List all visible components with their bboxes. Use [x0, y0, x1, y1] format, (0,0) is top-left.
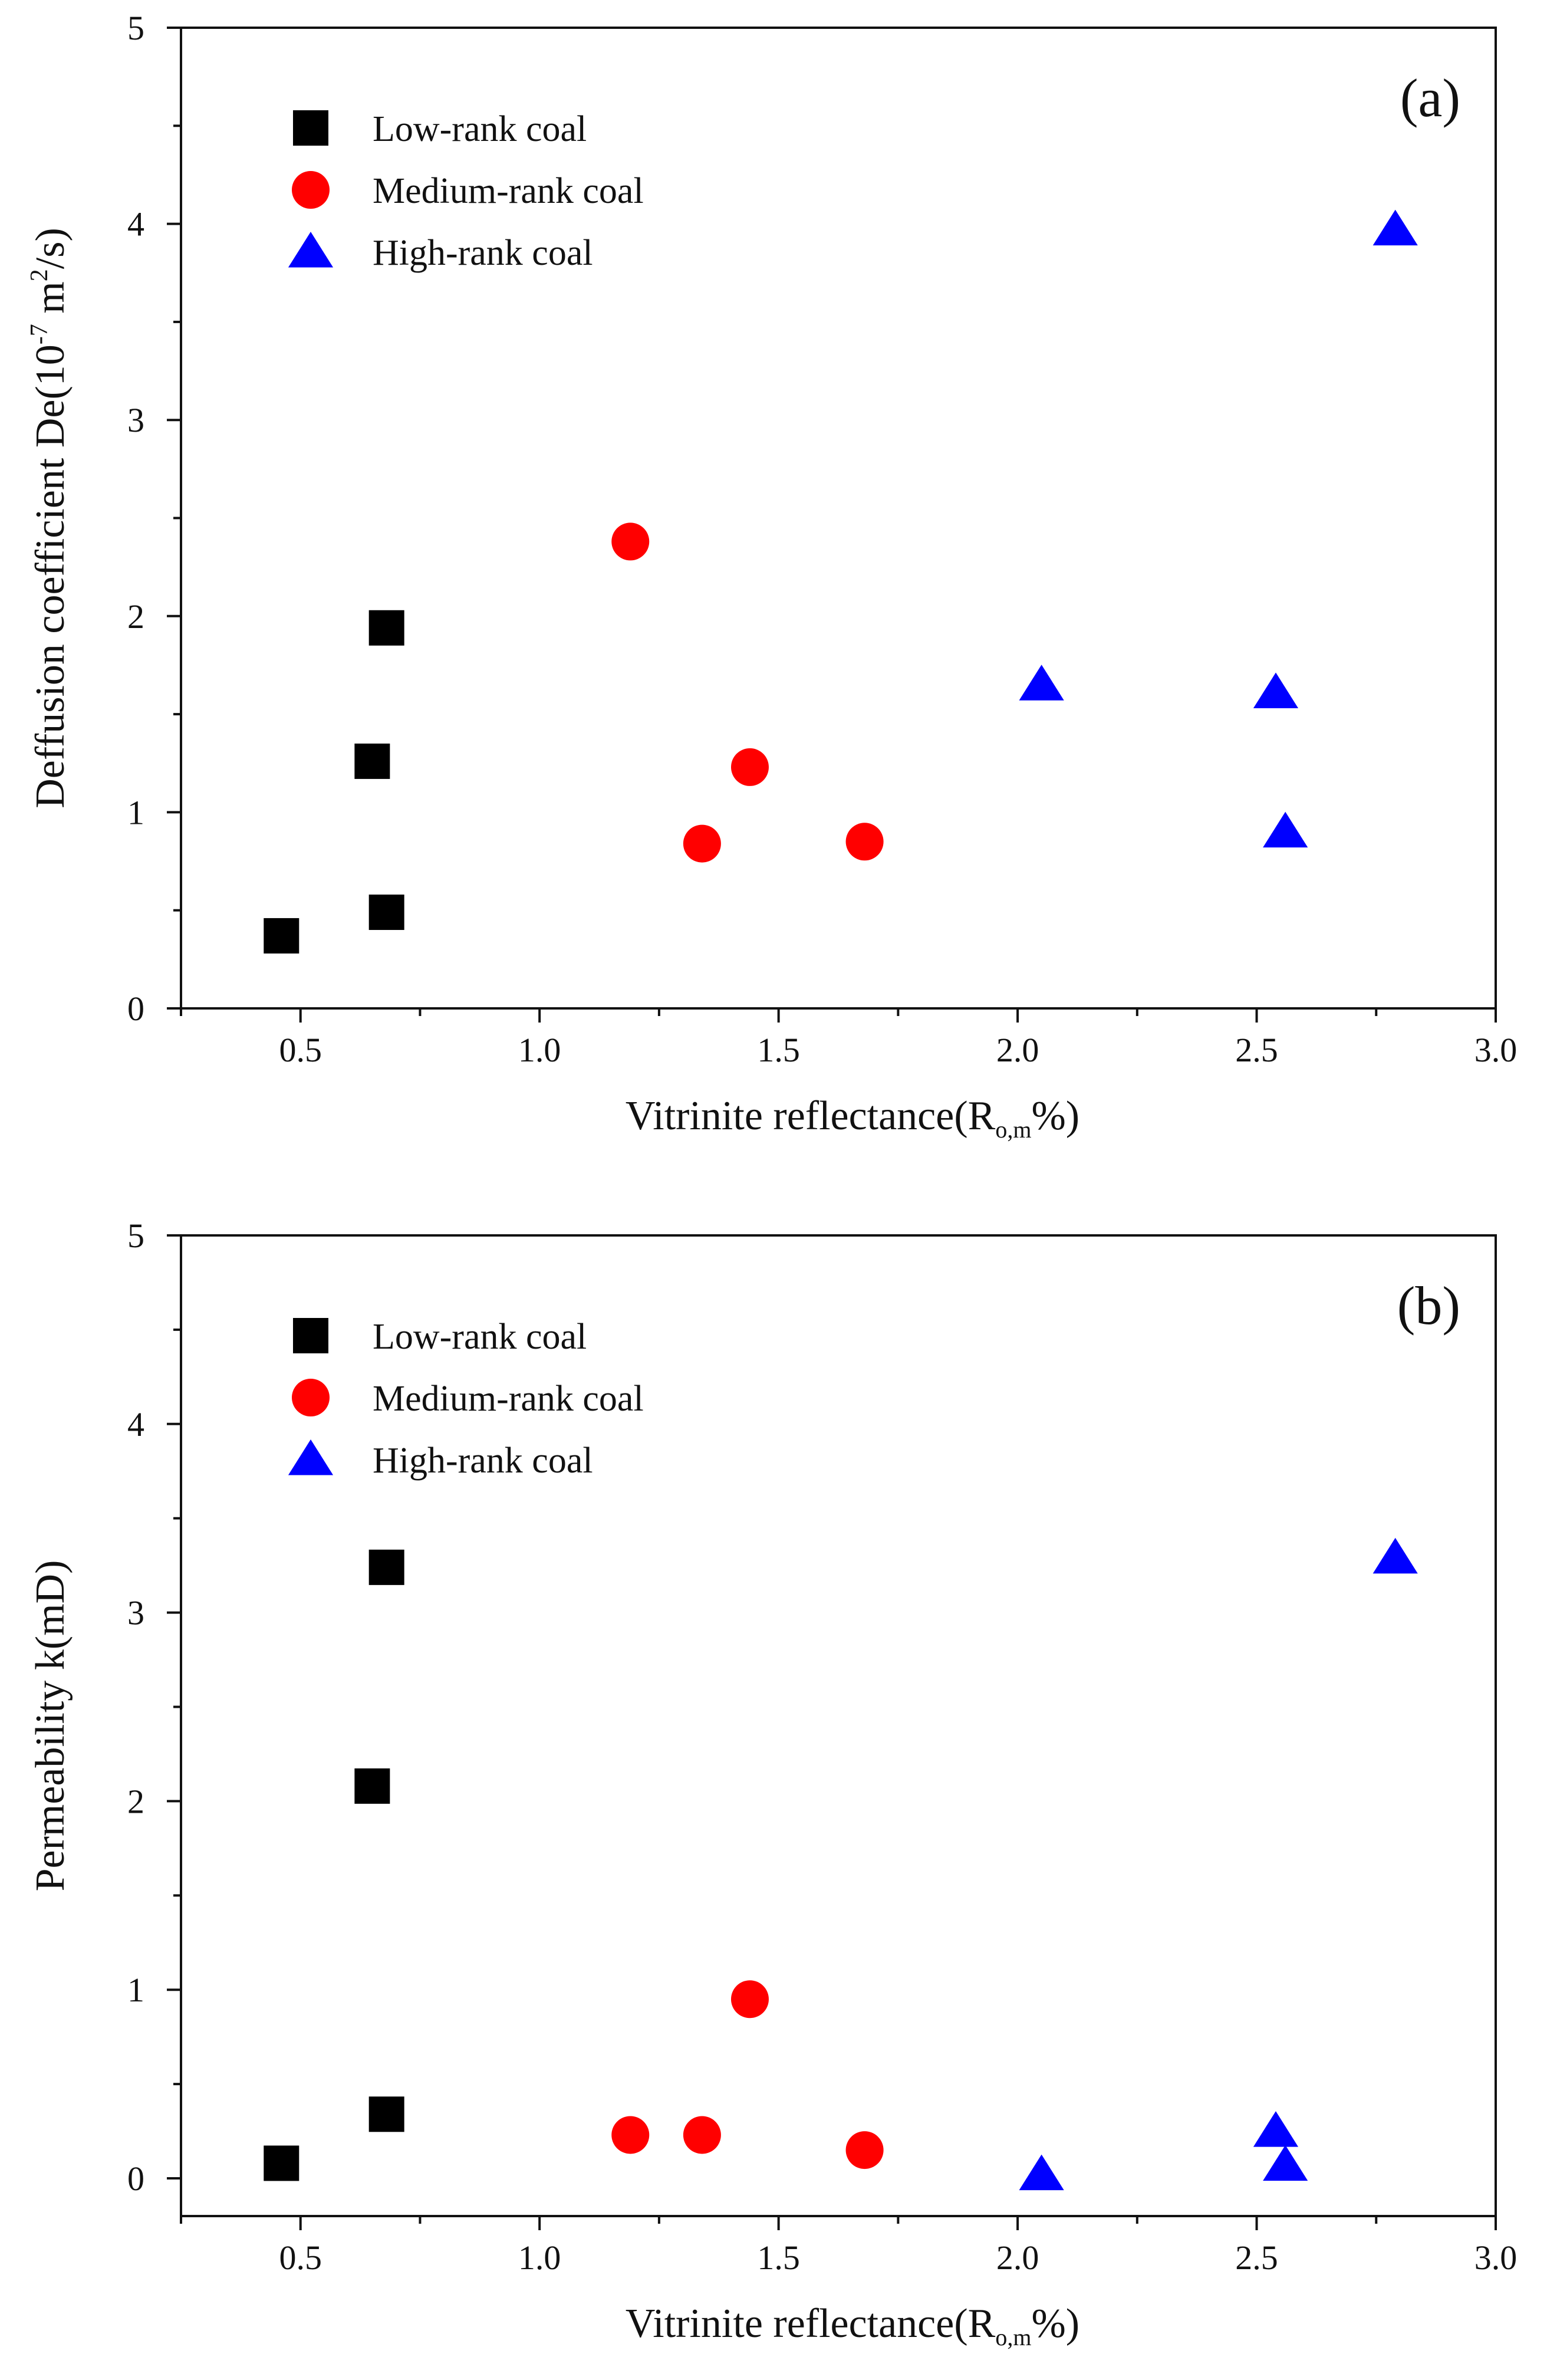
data-point — [683, 2116, 721, 2154]
y-tick-label: 4 — [127, 1405, 144, 1444]
legend-label: Medium-rank coal — [373, 1379, 644, 1419]
series-square — [264, 610, 404, 954]
y-tick-label: 1 — [127, 1971, 144, 2009]
x-tick-label: 1.5 — [757, 2238, 800, 2277]
data-point — [1253, 672, 1299, 709]
data-point — [354, 1768, 390, 1804]
legend: Low-rank coal Medium-rank coal High-rank c… — [288, 109, 644, 273]
legend-marker-triangle — [288, 1439, 334, 1475]
x-tick-label: 0.5 — [279, 2238, 322, 2277]
y-tick-label: 2 — [127, 1782, 144, 1820]
series-triangle — [1019, 209, 1418, 848]
x-axis: 0.5 1.0 1.5 2.0 2.5 3.0 — [180, 2216, 1518, 2277]
y-tick-label: 3 — [127, 1594, 144, 1632]
y-tick-label: 5 — [127, 9, 144, 47]
data-point — [368, 610, 404, 646]
data-point — [611, 2116, 650, 2154]
data-point — [264, 918, 299, 954]
series-triangle — [1019, 1537, 1418, 2191]
y-axis: 0 1 2 3 4 5 — [127, 9, 181, 1028]
data-point — [264, 2145, 299, 2181]
y-tick-label: 1 — [127, 793, 144, 831]
data-point — [1263, 811, 1308, 848]
legend-marker-triangle — [288, 232, 334, 268]
series-square — [264, 1549, 404, 2181]
y-axis-label: Permeability k(mD) — [28, 1560, 73, 1892]
chart-panel-a: 0.5 1.0 1.5 2.0 2.5 3.0 0 1 2 3 4 5 Vitrinite reflec… — [26, 9, 1517, 1143]
y-tick-label: 4 — [127, 205, 144, 244]
y-tick-label: 5 — [127, 1217, 144, 1255]
data-point — [845, 823, 884, 861]
legend-label: High-rank coal — [373, 233, 593, 273]
x-axis-label: Vitrinite reflectance(Ro,m%) — [626, 2301, 1079, 2351]
legend-label: High-rank coal — [373, 1441, 593, 1481]
data-point — [368, 895, 404, 931]
data-point — [1372, 1537, 1418, 1574]
data-point — [611, 522, 650, 561]
x-axis: 0.5 1.0 1.5 2.0 2.5 3.0 — [180, 1008, 1518, 1069]
x-tick-label: 3.0 — [1474, 1031, 1518, 1069]
data-point — [1019, 2154, 1064, 2191]
series-circle — [611, 1980, 884, 2169]
legend-label: Low-rank coal — [373, 1317, 587, 1357]
legend-marker-circle — [292, 1379, 330, 1416]
data-point — [368, 1549, 404, 1585]
y-tick-label: 0 — [127, 2159, 144, 2198]
x-tick-label: 2.0 — [996, 1031, 1039, 1069]
x-tick-label: 1.0 — [518, 1031, 561, 1069]
x-axis-label: Vitrinite reflectance(Ro,m%) — [626, 1093, 1079, 1143]
y-tick-label: 2 — [127, 597, 144, 636]
data-point — [368, 2096, 404, 2132]
x-tick-label: 2.0 — [996, 2238, 1039, 2277]
legend-marker-square — [293, 110, 328, 146]
x-tick-label: 1.5 — [757, 1031, 800, 1069]
legend-label: Low-rank coal — [373, 109, 587, 149]
data-point — [1019, 665, 1064, 701]
x-tick-label: 2.5 — [1235, 1031, 1278, 1069]
data-point — [354, 743, 390, 779]
chart-panel-b: 0.5 1.0 1.5 2.0 2.5 3.0 0 1 2 3 4 5 Vitrinite reflec… — [28, 1217, 1517, 2351]
y-axis: 0 1 2 3 4 5 — [127, 1217, 181, 2198]
data-point — [1263, 2145, 1308, 2181]
legend-label: Medium-rank coal — [373, 171, 644, 211]
legend: Low-rank coal Medium-rank coal High-rank c… — [288, 1317, 644, 1481]
legend-marker-square — [293, 1318, 328, 1353]
panel-label: (a) — [1400, 68, 1460, 128]
data-point — [683, 824, 721, 863]
y-tick-label: 3 — [127, 401, 144, 439]
y-tick-label: 0 — [127, 990, 144, 1028]
legend-marker-circle — [292, 171, 330, 209]
data-point — [1253, 2111, 1299, 2147]
data-point — [730, 748, 769, 786]
x-tick-label: 3.0 — [1474, 2238, 1518, 2277]
x-tick-label: 1.0 — [518, 2238, 561, 2277]
data-point — [730, 1980, 769, 2019]
x-tick-label: 2.5 — [1235, 2238, 1278, 2277]
series-circle — [611, 522, 884, 863]
data-point — [845, 2131, 884, 2169]
plot-frame — [180, 1234, 1497, 2217]
panel-label: (b) — [1397, 1276, 1460, 1336]
data-point — [1372, 209, 1418, 246]
x-tick-label: 0.5 — [279, 1031, 322, 1069]
y-axis-label: Deffusion coefficient De(10-7 m2/s) — [26, 228, 73, 808]
